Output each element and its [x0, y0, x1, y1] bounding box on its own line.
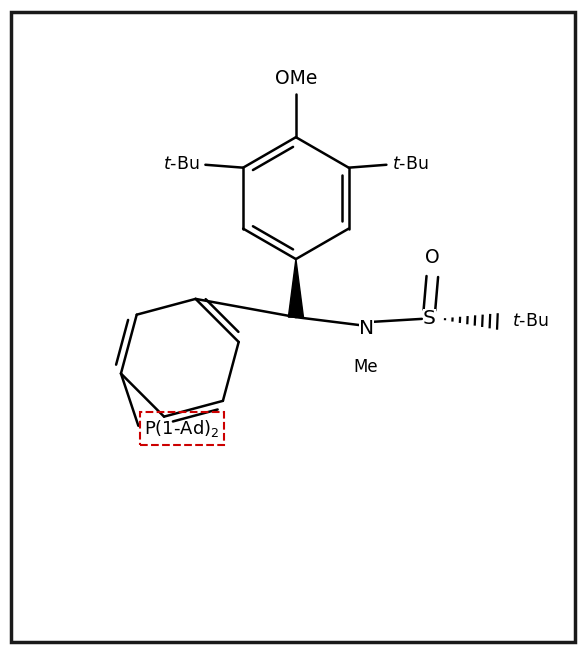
Text: $t$-Bu: $t$-Bu: [163, 154, 200, 173]
Polygon shape: [288, 259, 304, 317]
Text: $t$-Bu: $t$-Bu: [512, 311, 548, 330]
Text: S: S: [423, 309, 436, 328]
Text: P(1-Ad)$_2$: P(1-Ad)$_2$: [144, 418, 220, 439]
Text: O: O: [425, 248, 440, 267]
Text: N: N: [359, 319, 374, 338]
Text: Me: Me: [354, 358, 379, 376]
Text: $t$-Bu: $t$-Bu: [392, 154, 428, 173]
Text: OMe: OMe: [275, 69, 317, 88]
